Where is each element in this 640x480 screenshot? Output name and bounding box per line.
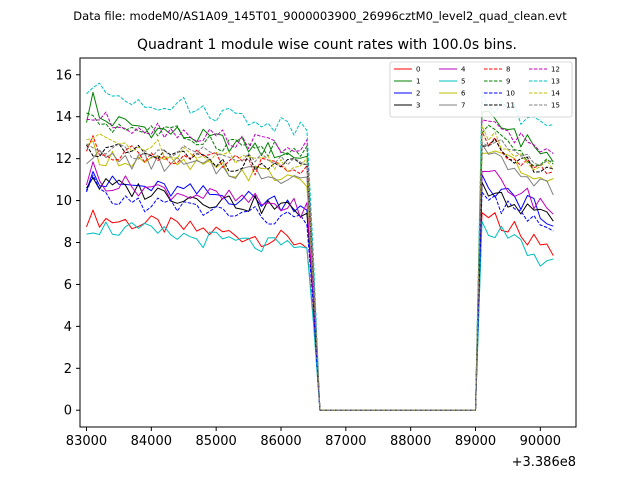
x-tick-label: 87000	[325, 434, 366, 449]
x-tick-label: 86000	[260, 434, 301, 449]
legend-label-7: 7	[461, 102, 465, 110]
series-line-6	[86, 140, 554, 411]
legend-label-13: 13	[551, 78, 560, 86]
series-line-0	[86, 209, 554, 411]
series-line-3	[86, 177, 554, 411]
series-line-15	[86, 139, 554, 411]
legend-label-10: 10	[506, 90, 515, 98]
y-tick-label: 14	[55, 110, 72, 125]
x-tick-label: 83000	[66, 434, 107, 449]
series-line-8	[86, 130, 554, 411]
y-tick-label: 6	[64, 278, 72, 293]
legend-label-12: 12	[551, 66, 560, 74]
y-tick-label: 0	[64, 404, 72, 419]
x-offset-label: +3.386e8	[512, 455, 576, 470]
legend-label-2: 2	[416, 90, 420, 98]
legend-label-14: 14	[551, 90, 560, 98]
y-tick-label: 16	[55, 68, 72, 83]
series-line-11	[86, 138, 554, 411]
legend-label-6: 6	[461, 90, 466, 98]
chart-suptitle: Data file: modeM0/AS1A09_145T01_90000039…	[73, 9, 567, 23]
legend-label-11: 11	[506, 102, 515, 110]
legend-label-3: 3	[416, 102, 420, 110]
legend-label-1: 1	[416, 78, 420, 86]
series-line-1	[86, 91, 554, 411]
y-tick-label: 10	[55, 194, 72, 209]
legend-label-5: 5	[461, 78, 465, 86]
x-tick-label: 90000	[520, 434, 561, 449]
x-tick-label: 85000	[195, 434, 236, 449]
legend-label-4: 4	[461, 66, 466, 74]
x-tick-label: 84000	[131, 434, 172, 449]
x-tick-label: 88000	[390, 434, 431, 449]
x-tick-label: 89000	[455, 434, 496, 449]
y-tick-label: 4	[64, 320, 72, 335]
y-tick-label: 2	[64, 362, 72, 377]
chart-title: Quadrant 1 module wise count rates with …	[137, 37, 517, 53]
legend-box	[389, 61, 573, 118]
legend-label-15: 15	[551, 102, 560, 110]
legend-label-9: 9	[506, 78, 510, 86]
series-line-10	[86, 174, 554, 411]
series-line-12	[86, 111, 554, 411]
y-tick-label: 12	[55, 152, 72, 167]
legend-label-8: 8	[506, 66, 510, 74]
plot-lines	[86, 82, 554, 411]
y-axis: 0 2 4 6 8 10 12 14 16	[55, 68, 80, 419]
series-line-2	[86, 171, 554, 411]
y-tick-label: 8	[64, 236, 72, 251]
x-axis: 83000 84000 85000 86000 87000 88000 89000 90000	[66, 427, 561, 449]
series-line-14	[86, 125, 554, 411]
series-line-5	[86, 221, 554, 411]
legend-label-0: 0	[416, 66, 420, 74]
